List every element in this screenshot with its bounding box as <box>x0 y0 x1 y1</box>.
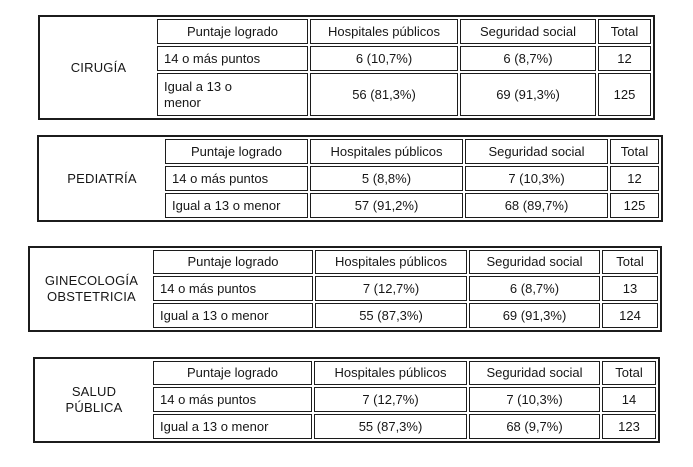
table-row: Igual a 13 o menor 57 (91,2%) 68 (89,7%)… <box>41 193 659 218</box>
column-header-seguridad: Seguridad social <box>465 139 608 164</box>
total-value: 125 <box>598 73 651 116</box>
column-header-seguridad: Seguridad social <box>469 250 600 274</box>
column-header-hospitales: Hospitales públicos <box>314 361 467 385</box>
category-label: SALUD PÚBLICA <box>65 384 123 415</box>
social-security-value: 68 (89,7%) <box>465 193 608 218</box>
total-value: 125 <box>610 193 659 218</box>
public-hospitals-value: 5 (8,8%) <box>310 166 463 191</box>
category-label: CIRUGÍA <box>70 59 127 75</box>
column-header-seguridad: Seguridad social <box>460 19 596 44</box>
score-range-cell: 14 o más puntos <box>157 46 308 71</box>
public-hospitals-value: 7 (12,7%) <box>315 276 467 301</box>
public-hospitals-value: 55 (87,3%) <box>314 414 467 439</box>
total-value: 13 <box>602 276 658 301</box>
total-value: 124 <box>602 303 658 328</box>
social-security-value: 6 (8,7%) <box>460 46 596 71</box>
header-row: SALUD PÚBLICA Puntaje logrado Hospitales… <box>37 361 656 415</box>
score-range-cell: 14 o más puntos <box>153 387 312 412</box>
column-header-total: Total <box>602 250 658 274</box>
social-security-value: 7 (10,3%) <box>465 166 608 191</box>
specialty-table-ginecologia-obstetricia: GINECOLOGÍA OBSTETRICIA Puntaje logrado … <box>28 246 662 332</box>
social-security-value: 69 (91,3%) <box>469 303 600 328</box>
social-security-value: 7 (10,3%) <box>469 387 600 412</box>
column-header-total: Total <box>602 361 656 385</box>
table-row: 14 o más puntos 5 (8,8%) 7 (10,3%) 12 <box>41 166 659 191</box>
column-header-seguridad: Seguridad social <box>469 361 600 385</box>
total-value: 14 <box>602 387 656 412</box>
column-header-puntaje: Puntaje logrado <box>153 361 312 385</box>
total-value: 12 <box>598 46 651 71</box>
column-header-puntaje: Puntaje logrado <box>165 139 308 164</box>
score-range-cell: Igual a 13 o menor <box>165 193 308 218</box>
public-hospitals-value: 56 (81,3%) <box>310 73 458 116</box>
social-security-value: 6 (8,7%) <box>469 276 600 301</box>
public-hospitals-value: 7 (12,7%) <box>314 387 467 412</box>
category-label: GINECOLOGÍA OBSTETRICIA <box>44 273 139 304</box>
total-value: 12 <box>610 166 659 191</box>
column-header-hospitales: Hospitales públicos <box>310 139 463 164</box>
total-value: 123 <box>602 414 656 439</box>
table-row: 14 o más puntos 7 (12,7%) 6 (8,7%) 13 <box>32 276 658 301</box>
score-range-cell: Igual a 13 o menor <box>153 303 313 328</box>
score-range-cell: Igual a 13 o menor <box>153 414 312 439</box>
public-hospitals-value: 6 (10,7%) <box>310 46 458 71</box>
column-header-puntaje: Puntaje logrado <box>153 250 313 274</box>
table-row: Igual a 13 o menor 55 (87,3%) 69 (91,3%)… <box>32 303 658 328</box>
header-row: CIRUGÍA Puntaje logrado Hospitales públi… <box>42 19 651 75</box>
social-security-value: 69 (91,3%) <box>460 73 596 116</box>
public-hospitals-value: 57 (91,2%) <box>310 193 463 218</box>
score-range-cell: 14 o más puntos <box>153 276 313 301</box>
table-row: Igual a 13 o menor 56 (81,3%) 69 (91,3%)… <box>42 73 651 116</box>
header-row: PEDIATRÍA Puntaje logrado Hospitales púb… <box>41 139 659 186</box>
column-header-total: Total <box>610 139 659 164</box>
specialty-table-cirugia: CIRUGÍA Puntaje logrado Hospitales públi… <box>38 15 655 120</box>
specialty-table-pediatria: PEDIATRÍA Puntaje logrado Hospitales púb… <box>37 135 663 222</box>
score-range-cell: 14 o más puntos <box>165 166 308 191</box>
specialty-table-salud-publica: SALUD PÚBLICA Puntaje logrado Hospitales… <box>33 357 660 443</box>
social-security-value: 68 (9,7%) <box>469 414 600 439</box>
column-header-puntaje: Puntaje logrado <box>157 19 308 44</box>
public-hospitals-value: 55 (87,3%) <box>315 303 467 328</box>
header-row: GINECOLOGÍA OBSTETRICIA Puntaje logrado … <box>32 250 658 304</box>
table-row: Igual a 13 o menor 55 (87,3%) 68 (9,7%) … <box>37 414 656 439</box>
score-range-cell: Igual a 13 o menor <box>157 73 308 116</box>
column-header-hospitales: Hospitales públicos <box>315 250 467 274</box>
table-row: 14 o más puntos 7 (12,7%) 7 (10,3%) 14 <box>37 387 656 412</box>
column-header-hospitales: Hospitales públicos <box>310 19 458 44</box>
column-header-total: Total <box>598 19 651 44</box>
category-label: PEDIATRÍA <box>67 170 137 186</box>
table-row: 14 o más puntos 6 (10,7%) 6 (8,7%) 12 <box>42 46 651 71</box>
